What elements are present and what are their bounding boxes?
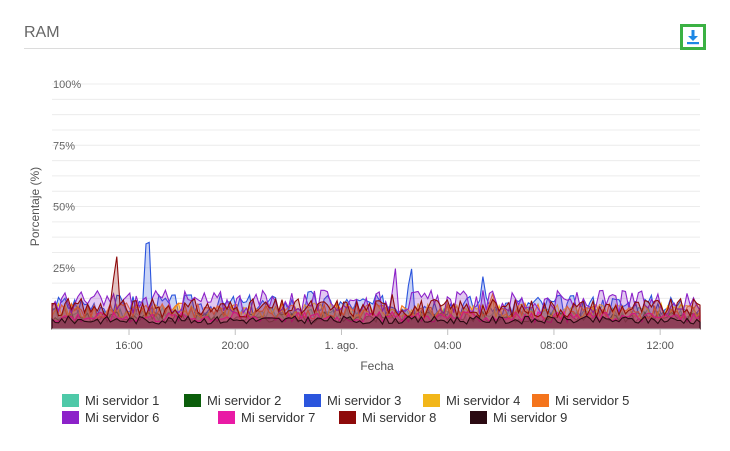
legend-item[interactable]: Mi servidor 4 [423,393,520,408]
y-tick-label: 100% [53,79,81,91]
legend-label: Mi servidor 9 [493,410,568,425]
legend-item[interactable]: Mi servidor 5 [532,393,629,408]
x-tick-label: 12:00 [646,340,674,352]
legend-item[interactable]: Mi servidor 2 [184,393,281,408]
legend-item[interactable]: Mi servidor 7 [218,410,315,425]
legend-label: Mi servidor 3 [327,393,402,408]
chart-series [51,241,701,330]
series-area-9 [51,315,701,330]
legend-swatch [532,394,549,407]
legend-swatch [304,394,321,407]
legend-swatch [339,411,356,424]
legend-swatch [62,394,79,407]
legend-swatch [470,411,487,424]
chart-header: RAM [24,0,706,50]
y-tick-label: 75% [53,140,75,152]
legend-item[interactable]: Mi servidor 3 [304,393,401,408]
x-tick-label: 20:00 [221,340,249,352]
legend-label: Mi servidor 8 [362,410,437,425]
series-area-8 [51,256,701,330]
y-axis-label: Porcentaje (%) [28,167,42,246]
x-axis-ticks: 16:00 20:00 1. ago. 04:00 08:00 12:00 [115,329,674,352]
legend-item[interactable]: Mi servidor 6 [62,410,159,425]
x-axis-label: Fecha [360,359,394,373]
x-tick-label: 1. ago. [325,340,359,352]
chart-grid [52,83,700,330]
legend-label: Mi servidor 5 [555,393,630,408]
series-area-6 [51,268,701,330]
legend-swatch [62,411,79,424]
legend-item[interactable]: Mi servidor 1 [62,393,159,408]
y-tick-label: 25% [53,263,75,275]
download-icon [687,30,699,45]
legend-swatch [423,394,440,407]
x-tick-label: 08:00 [540,340,568,352]
legend-swatch [218,411,235,424]
chart-title: RAM [24,24,60,41]
legend-label: Mi servidor 7 [241,410,316,425]
legend-label: Mi servidor 6 [85,410,160,425]
legend-swatch [184,394,201,407]
legend-item[interactable]: Mi servidor 8 [339,410,436,425]
legend-label: Mi servidor 4 [446,393,521,408]
y-axis-ticks: 100% 75% 50% 25% [53,79,81,275]
y-tick-label: 50% [53,202,75,214]
legend-item[interactable]: Mi servidor 9 [470,410,567,425]
download-button[interactable] [680,24,706,50]
ram-chart: 100% 75% 50% 25% 16:00 20:00 1. ago. 04:00 08:0… [28,79,701,373]
legend-label: Mi servidor 2 [207,393,282,408]
legend-label: Mi servidor 1 [85,393,160,408]
x-tick-label: 04:00 [434,340,462,352]
x-tick-label: 16:00 [115,340,143,352]
